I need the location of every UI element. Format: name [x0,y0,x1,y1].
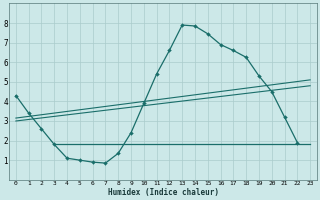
X-axis label: Humidex (Indice chaleur): Humidex (Indice chaleur) [108,188,219,197]
